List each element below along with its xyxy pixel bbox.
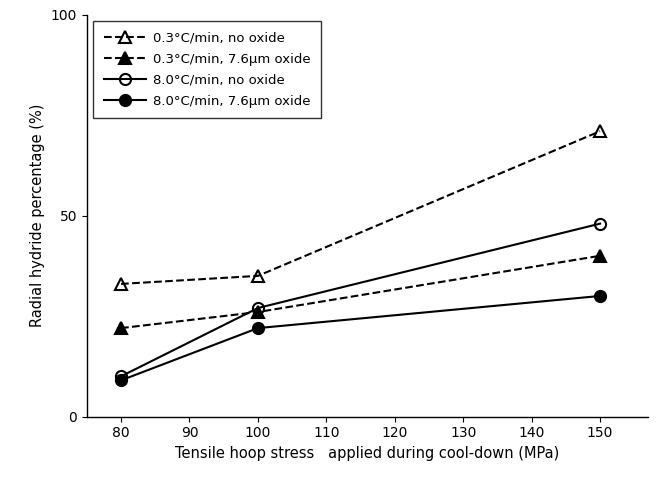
8.0°C/min, 7.6μm oxide [596,293,604,299]
8.0°C/min, no oxide [254,305,262,311]
0.3°C/min, 7.6μm oxide [117,325,125,331]
Line: 8.0°C/min, no oxide: 8.0°C/min, no oxide [116,218,606,382]
Line: 0.3°C/min, 7.6μm oxide: 0.3°C/min, 7.6μm oxide [116,250,606,334]
X-axis label: Tensile hoop stress   applied during cool-down (MPa): Tensile hoop stress applied during cool-… [175,446,560,461]
0.3°C/min, no oxide [596,128,604,134]
0.3°C/min, 7.6μm oxide [596,253,604,259]
8.0°C/min, 7.6μm oxide [117,377,125,383]
0.3°C/min, 7.6μm oxide [254,309,262,315]
Line: 8.0°C/min, 7.6μm oxide: 8.0°C/min, 7.6μm oxide [116,291,606,386]
8.0°C/min, no oxide [117,373,125,379]
0.3°C/min, no oxide [117,281,125,287]
0.3°C/min, no oxide [254,273,262,279]
Legend: 0.3°C/min, no oxide, 0.3°C/min, 7.6μm oxide, 8.0°C/min, no oxide, 8.0°C/min, 7.6: 0.3°C/min, no oxide, 0.3°C/min, 7.6μm ox… [94,21,321,118]
8.0°C/min, 7.6μm oxide [254,325,262,331]
Line: 0.3°C/min, no oxide: 0.3°C/min, no oxide [116,125,606,290]
8.0°C/min, no oxide [596,220,604,226]
Y-axis label: Radial hydride percentage (%): Radial hydride percentage (%) [30,104,45,327]
